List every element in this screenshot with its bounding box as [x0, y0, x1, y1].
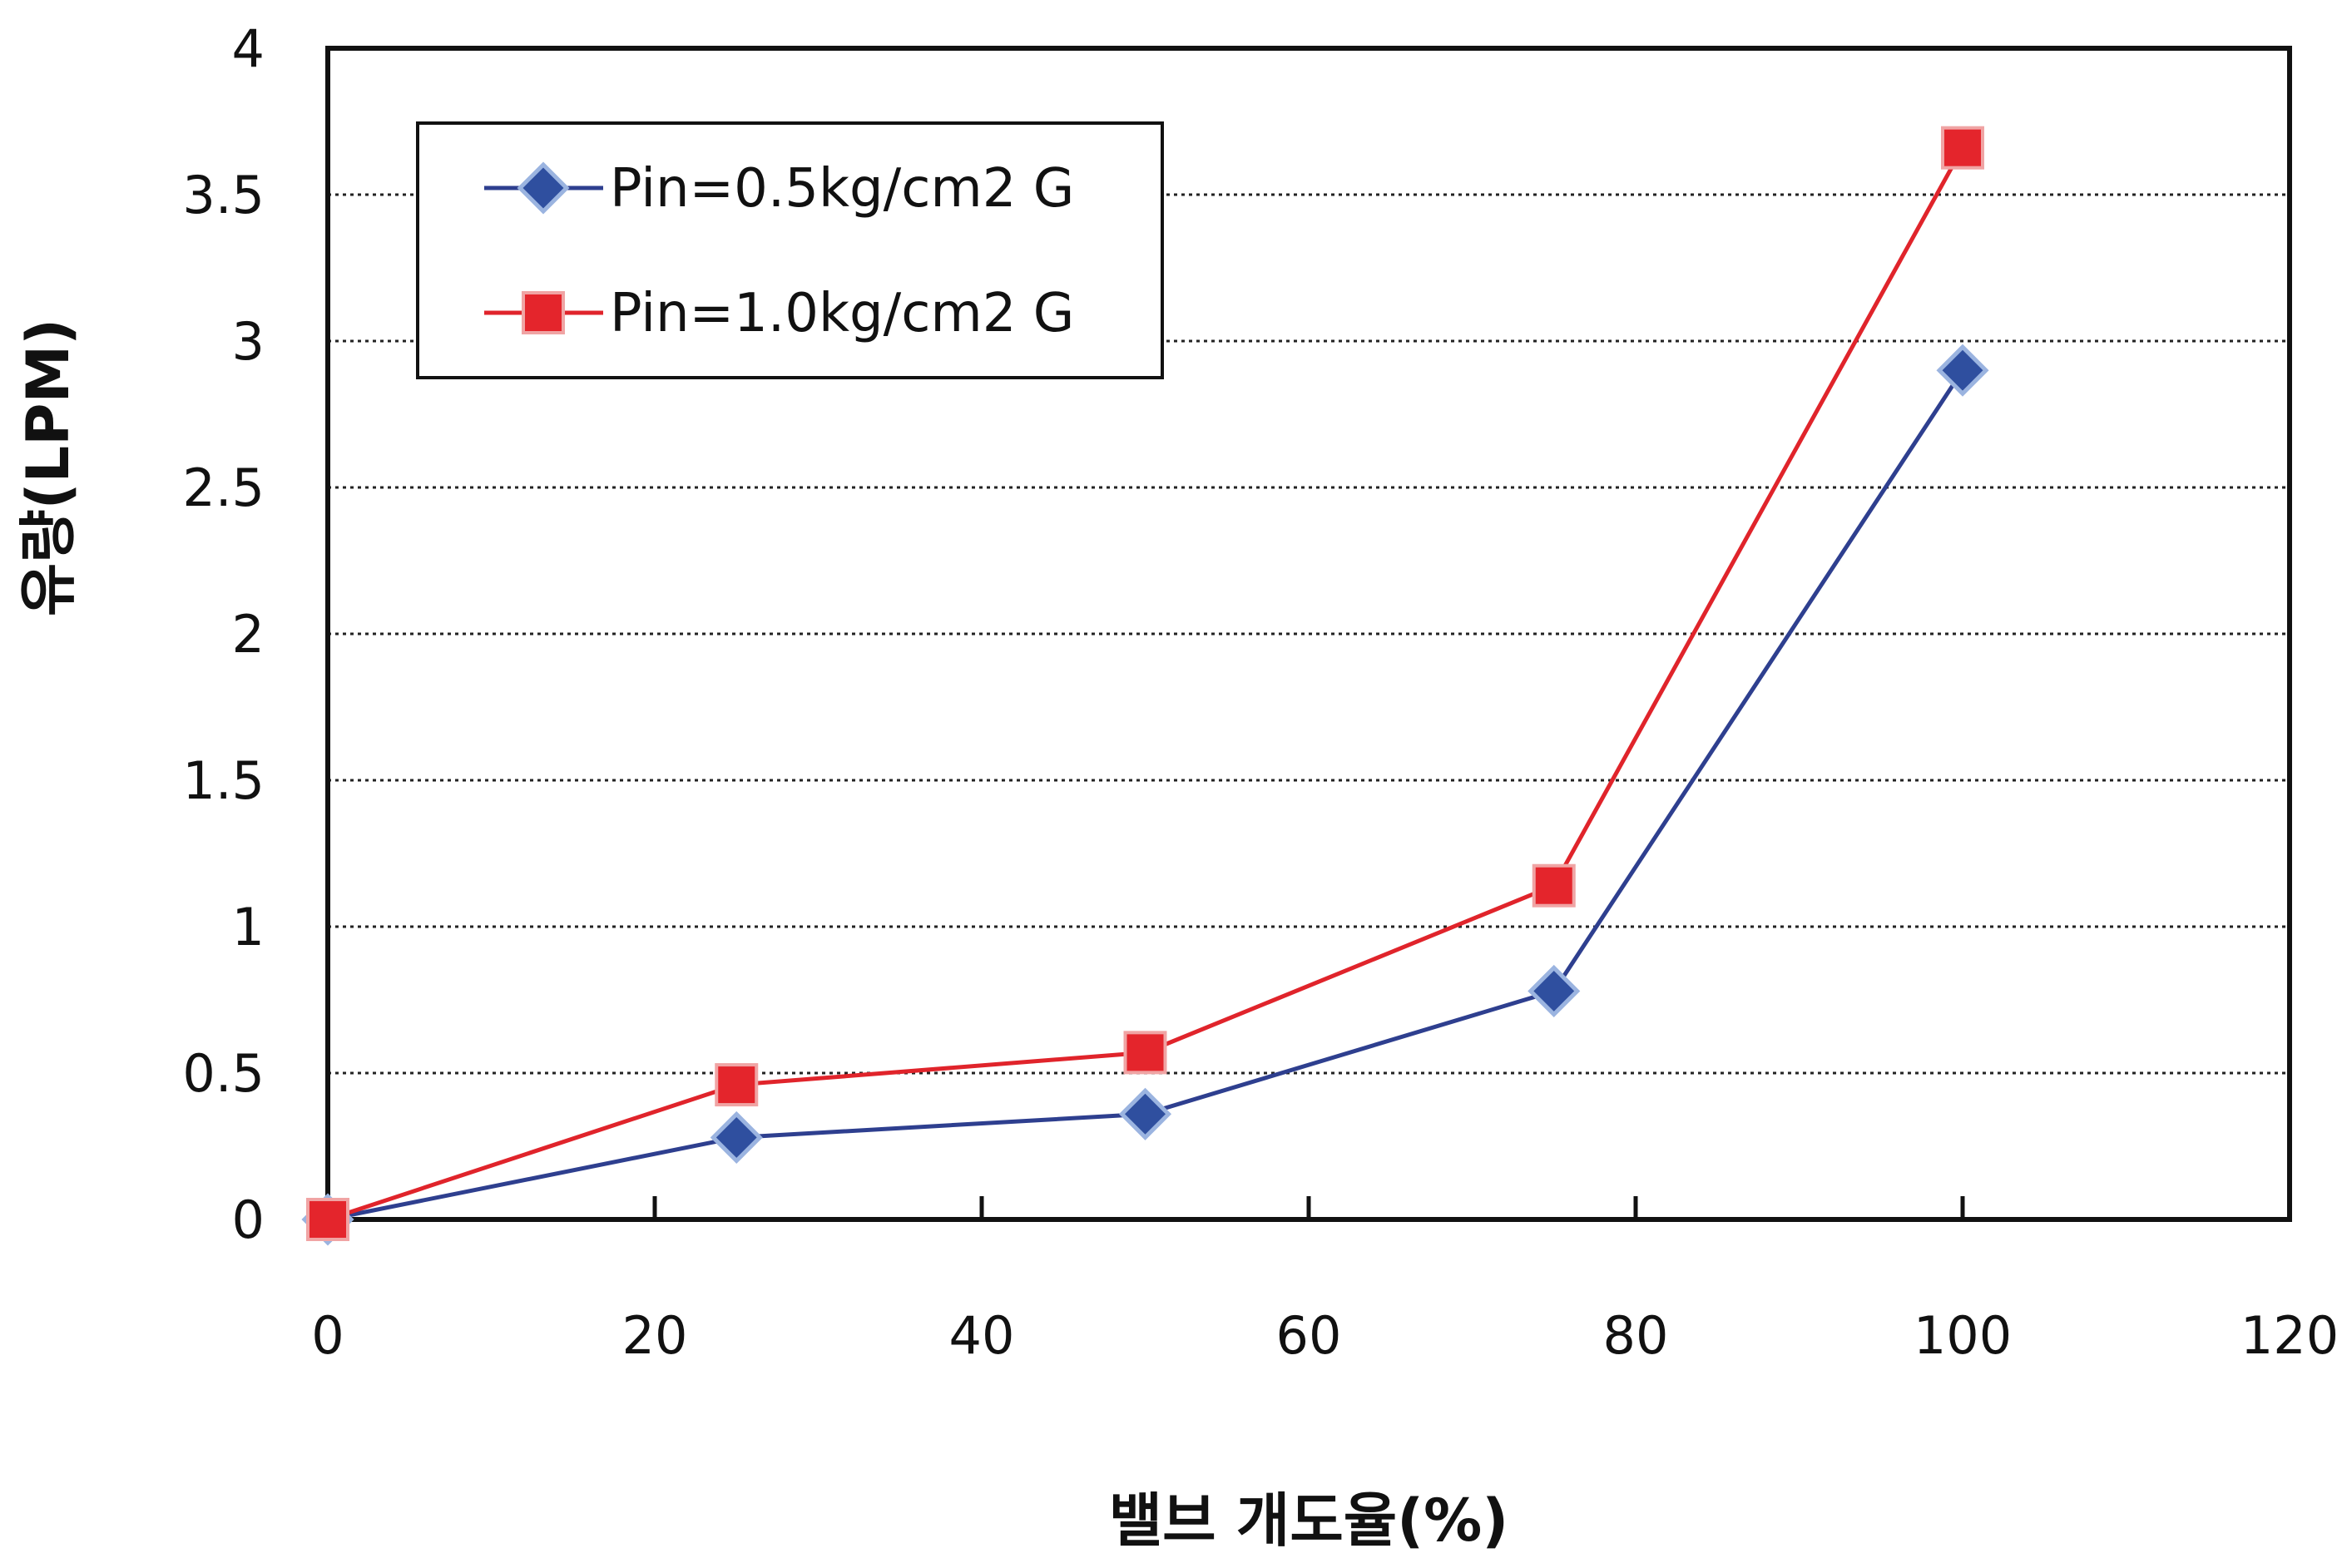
- y-tick-label: 2.5: [182, 458, 265, 518]
- data-point-square: [306, 1198, 349, 1241]
- grid-lines: [328, 193, 2290, 1075]
- legend-items: Pin=0.5kg/cm2 G Pin=1.0kg/cm2 G: [484, 158, 1074, 344]
- data-point-diamond: [517, 161, 570, 215]
- legend-label: Pin=1.0kg/cm2 G: [610, 283, 1074, 344]
- y-tick-label: 1: [232, 897, 265, 957]
- data-point-square: [1123, 1031, 1167, 1075]
- series-layer: [301, 126, 1989, 1246]
- y-tick-label: 4: [232, 18, 265, 79]
- series-2: [306, 126, 1984, 1241]
- x-axis-ticks: [652, 1196, 1965, 1219]
- y-tick-label: 2: [232, 604, 265, 665]
- x-tick-label: 120: [2240, 1305, 2339, 1366]
- x-tick-label: 20: [622, 1305, 688, 1366]
- data-point-diamond: [1936, 344, 1989, 397]
- legend-label: Pin=0.5kg/cm2 G: [610, 158, 1074, 220]
- y-axis-tick-labels: 0 0.5 1 1.5 2 2.5 3 3.5 4: [182, 18, 265, 1250]
- x-tick-label: 40: [949, 1305, 1015, 1366]
- data-point-diamond: [710, 1110, 763, 1164]
- legend-item: Pin=1.0kg/cm2 G: [484, 283, 1074, 344]
- x-axis-tick-labels: 0 20 40 60 80 100 120: [311, 1305, 2339, 1366]
- y-tick-label: 1.5: [182, 750, 265, 811]
- data-point-square: [1941, 126, 1984, 170]
- data-point-diamond: [1118, 1087, 1172, 1140]
- y-tick-label: 3.5: [182, 165, 265, 225]
- y-tick-label: 0: [232, 1190, 265, 1250]
- x-tick-label: 100: [1914, 1305, 2012, 1366]
- data-point-square: [1532, 863, 1576, 908]
- legend-item: Pin=0.5kg/cm2 G: [484, 158, 1074, 220]
- series-1: [301, 344, 1989, 1246]
- y-tick-label: 0.5: [182, 1043, 265, 1104]
- data-point-square: [522, 291, 565, 334]
- legend: Pin=0.5kg/cm2 G Pin=1.0kg/cm2 G: [416, 121, 1164, 379]
- y-tick-label: 3: [232, 311, 265, 372]
- x-tick-label: 80: [1603, 1305, 1669, 1366]
- x-tick-label: 60: [1276, 1305, 1342, 1366]
- data-point-diamond: [1527, 964, 1581, 1017]
- data-point-square: [715, 1063, 759, 1107]
- x-axis-title: 밸브 개도율(%): [1109, 1486, 1509, 1555]
- y-axis-title: 유량(LPM): [14, 319, 82, 616]
- x-tick-label: 0: [311, 1305, 344, 1366]
